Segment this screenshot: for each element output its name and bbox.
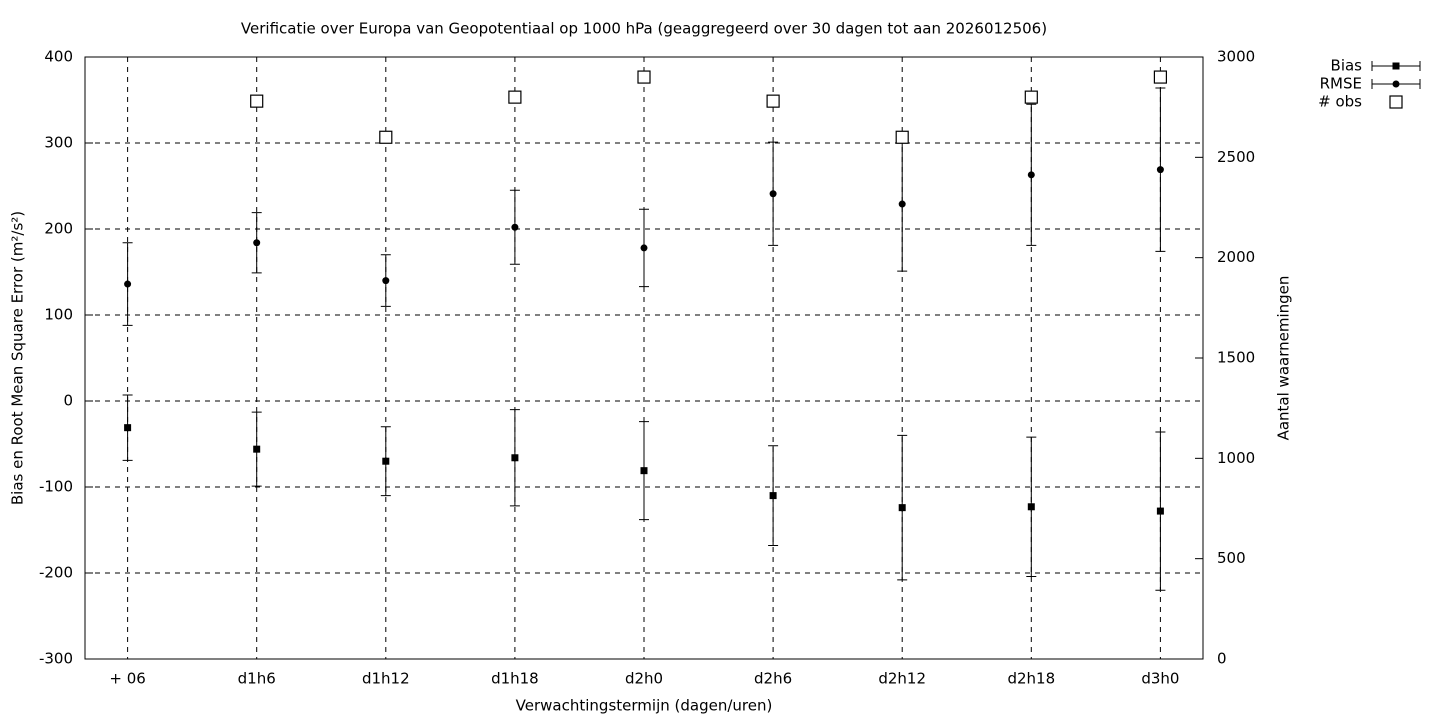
point [898,504,906,512]
point [769,190,777,198]
legend-label: Bias [1331,57,1363,75]
x-tick-label: d3h0 [1141,670,1179,688]
legend-label: RMSE [1320,75,1362,93]
x-tick-label: d1h6 [238,670,276,688]
point [769,492,777,500]
point [1024,90,1038,104]
point [379,130,393,144]
legend-marker [1389,95,1403,109]
point [1156,507,1164,515]
x-tick-label: d2h12 [878,670,926,688]
point [382,277,390,285]
y2-tick-label: 1500 [1217,349,1255,367]
y-tick-label: 0 [63,392,73,410]
x-tick-label: d1h18 [491,670,539,688]
point [511,223,519,231]
point [382,457,390,465]
point [124,280,132,288]
y2-tick-label: 3000 [1217,48,1255,66]
point [895,130,909,144]
y-tick-label: -200 [39,564,73,582]
point [508,90,522,104]
y-tick-label: -300 [39,650,73,668]
y-tick-label: 200 [44,220,73,238]
point [253,239,261,247]
y2-tick-label: 1000 [1217,449,1255,467]
x-tick-label: d1h12 [362,670,410,688]
y-tick-label: -100 [39,478,73,496]
y-tick-label: 100 [44,306,73,324]
y-axis-label: Bias en Root Mean Square Error (m²/s²) [9,211,27,505]
point [250,94,264,108]
chart-title: Verificatie over Europa van Geopotentiaa… [241,20,1047,38]
point [898,200,906,208]
legend-marker [1392,80,1400,88]
point [1027,171,1035,179]
x-tick-label: d2h0 [625,670,663,688]
y2-tick-label: 500 [1217,549,1246,567]
point [1156,166,1164,174]
point [1027,503,1035,511]
point [640,244,648,252]
y2-axis-label: Aantal waarnemingen [1275,276,1293,441]
x-tick-label: d2h6 [754,670,792,688]
y2-tick-label: 0 [1217,650,1227,668]
x-tick-label: + 06 [109,670,145,688]
point [253,445,261,453]
x-axis-label: Verwachtingstermijn (dagen/uren) [516,697,773,715]
y2-tick-label: 2500 [1217,148,1255,166]
point [766,94,780,108]
point [637,70,651,84]
point [1153,70,1167,84]
y-tick-label: 300 [44,134,73,152]
y2-tick-label: 2000 [1217,248,1255,266]
y-tick-label: 400 [44,48,73,66]
point [511,454,519,462]
legend-label: # obs [1318,93,1362,111]
x-tick-label: d2h18 [1007,670,1055,688]
point [124,424,132,432]
point [640,467,648,475]
legend-marker [1392,62,1400,70]
